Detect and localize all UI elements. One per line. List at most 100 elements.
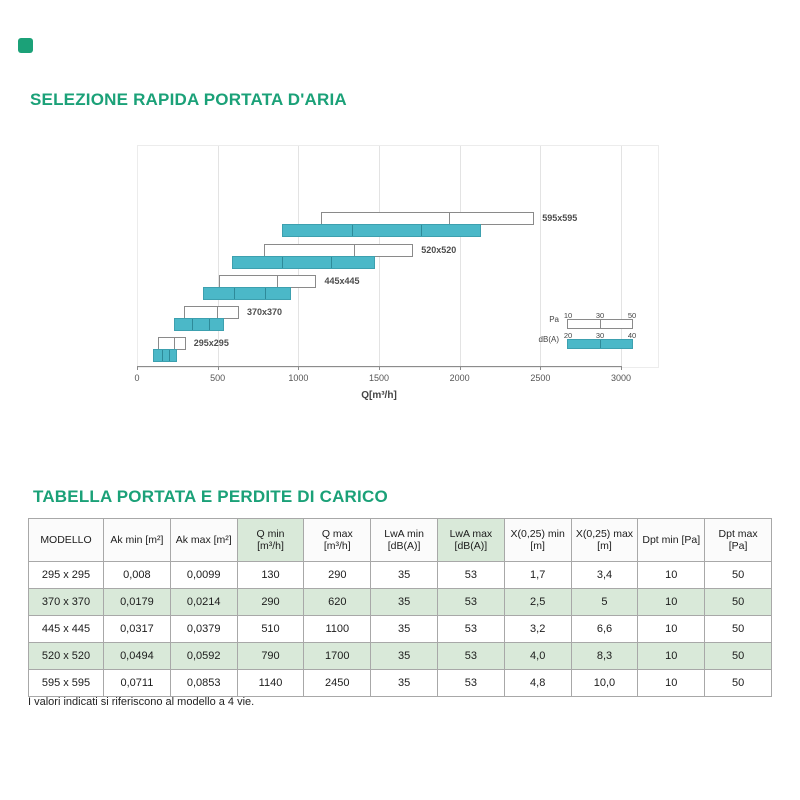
table-cell: 35 [370,669,438,697]
performance-table: MODELLO Ak min [m²] Ak max [m²] Q min [m³/h… [28,518,772,697]
col-header-7: X(0,25) min [m] [503,518,572,562]
x-axis [137,366,621,367]
table-cell: 1140 [236,669,305,697]
table-cell: 3,4 [570,561,639,589]
section-title-capacity-table: TABELLA PORTATA E PERDITE DI CARICO [33,487,388,506]
table-cell: 295 x 295 [28,561,104,589]
table-cell: 53 [436,588,505,616]
bar-tick [600,320,601,328]
table-cell: 0,0592 [169,642,238,670]
x-axis-tick [459,366,461,370]
x-axis-tick [298,366,300,370]
table-cell: 0,0214 [169,588,238,616]
table-cell: 0,0099 [169,561,238,589]
dba-range-bar [282,224,481,237]
bar-tick [216,307,218,318]
table-cell: 8,3 [570,642,639,670]
table-cell: 1700 [303,642,372,670]
footnote: I valori indicati si riferiscono al mode… [28,696,255,708]
x-axis-tick-label: 1500 [368,373,390,383]
x-axis-tick-label: 2000 [449,373,470,383]
table-cell: 10 [637,561,706,589]
table-cell: 35 [370,588,438,616]
legend-pa-bar: 10 30 50 [564,311,636,329]
col-header-10: Dpt max [Pa] [704,518,772,562]
bar-tick [352,225,354,236]
x-axis-tick [540,366,542,370]
legend-tick-label: 20 [563,331,573,340]
bar-tick [264,288,266,299]
table-cell: 53 [436,642,505,670]
col-header-4: Q max [m³/h] [303,518,372,562]
bar-tick [169,350,171,361]
legend-label: Pa [549,315,559,324]
size-label: 520x520 [421,245,457,255]
bar-tick [208,319,210,330]
chart-plot-area [137,145,659,368]
table-cell: 0,0317 [103,615,171,643]
size-label: 370x370 [247,307,283,317]
bar-tick [161,350,163,361]
table-cell: 53 [436,615,505,643]
dba-range-bar [174,318,225,331]
table-cell: 0,0494 [103,642,171,670]
col-header-0: MODELLO [28,518,104,562]
table-cell: 6,6 [570,615,639,643]
table-cell: 2,5 [503,588,572,616]
legend-dba-bar: 20 30 40 [564,331,636,349]
section-title-air-selection: SELEZIONE RAPIDA PORTATA D'ARIA [30,90,347,109]
table-row: 295 x 295 0,008 0,0099 130 290 35 53 1,7 3,4 10 50 [28,561,772,589]
bar-tick [234,288,236,299]
table-cell: 50 [704,642,772,670]
size-label: 295x295 [193,338,229,348]
table-cell: 520 x 520 [28,642,104,670]
table-cell: 620 [303,588,372,616]
brand-logo [18,38,33,53]
table-row: 370 x 370 0,0179 0,0214 290 620 35 53 2,5 5 10 50 [28,588,772,616]
bar-tick [192,319,194,330]
table-cell: 10,0 [570,669,639,697]
table-cell: 50 [704,561,772,589]
dba-range-bar [232,256,375,269]
x-axis-title: Q[m³/h] [361,390,397,401]
dba-range-bar [203,287,292,300]
table-cell: 0,0853 [169,669,238,697]
chart-gridline [217,146,219,366]
table-cell: 10 [637,642,706,670]
table-cell: 0,008 [103,561,171,589]
col-header-6: LwA max [dB(A)] [436,518,505,562]
bar-tick [277,276,279,287]
col-header-3: Q min [m³/h] [236,518,305,562]
table-cell: 1100 [303,615,372,643]
table-cell: 290 [303,561,372,589]
x-axis-tick-label: 0 [134,373,140,383]
table-cell: 0,0179 [103,588,171,616]
table-cell: 790 [236,642,305,670]
airflow-selection-chart: 0 500 1000 1500 2000 2500 3000 Q[m³/h] 595x595 52… [134,145,667,405]
table-cell: 3,2 [503,615,572,643]
legend-label: dB(A) [538,335,559,344]
bar-tick [353,245,355,256]
chart-gridline [621,146,622,366]
table-cell: 10 [637,669,706,697]
x-axis-tick-label: 2500 [530,373,551,383]
bar-tick [600,340,601,348]
chart-gridline [459,146,461,366]
table-cell: 35 [370,561,438,589]
table-cell: 50 [704,588,772,616]
table-cell: 5 [570,588,639,616]
table-cell: 2450 [303,669,372,697]
legend-tick-label: 10 [563,311,573,320]
table-row: 520 x 520 0,0494 0,0592 790 1700 35 53 4,0 8,3 10… [28,642,772,670]
table-cell: 53 [436,669,505,697]
table-row: 445 x 445 0,0317 0,0379 510 1100 35 53 3,2 6,6 10… [28,615,772,643]
table-cell: 4,8 [503,669,572,697]
legend-tick-label: 40 [627,331,637,340]
size-label: 595x595 [542,213,578,223]
bar-tick [282,257,284,268]
size-label: 445x445 [324,276,360,286]
bar-tick [331,257,333,268]
col-header-8: X(0,25) max [m] [570,518,639,562]
table-cell: 595 x 595 [28,669,104,697]
